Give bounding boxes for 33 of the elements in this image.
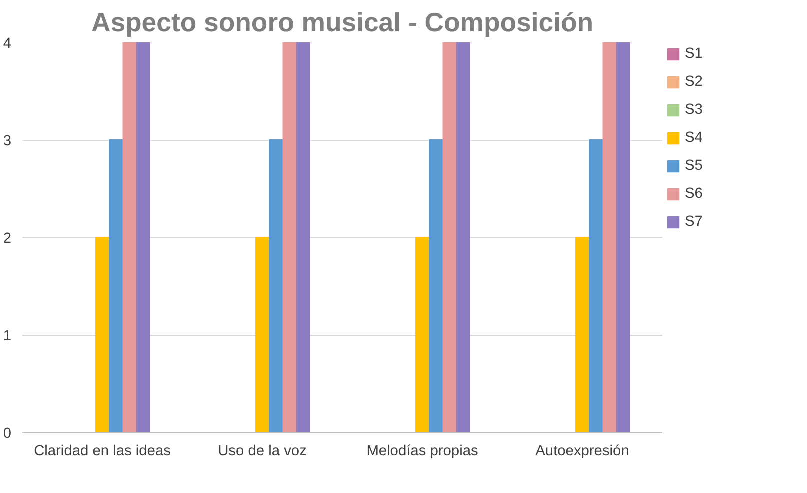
bar xyxy=(429,140,444,432)
bar xyxy=(122,42,137,432)
legend-label: S1 xyxy=(685,46,704,62)
bar xyxy=(456,42,470,432)
legend-label: S7 xyxy=(685,214,704,230)
bar xyxy=(269,140,284,432)
legend-label: S5 xyxy=(685,158,704,174)
legend-label: S6 xyxy=(685,186,704,202)
x-tick-label: Melodías propias xyxy=(366,444,478,460)
bar xyxy=(576,237,590,432)
bar xyxy=(589,140,604,432)
x-tick-label: Uso de la voz xyxy=(218,444,307,460)
bar xyxy=(416,237,430,432)
bar xyxy=(96,237,110,432)
legend-label: S4 xyxy=(685,130,704,146)
bar xyxy=(256,237,270,432)
bar xyxy=(442,42,457,432)
y-tick-label: 0 xyxy=(3,426,12,442)
y-tick-label: 2 xyxy=(3,231,12,247)
x-tick-label: Claridad en las ideas xyxy=(34,444,171,460)
y-tick-label: 4 xyxy=(3,36,12,52)
y-tick-label: 1 xyxy=(3,328,12,344)
legend-label: S2 xyxy=(685,74,704,90)
y-tick-label: 3 xyxy=(3,134,12,150)
x-tick-label: Autoexpresión xyxy=(536,444,630,460)
chart-title: Aspecto sonoro musical - Composición xyxy=(91,8,594,38)
bar xyxy=(136,42,150,432)
legend-label: S3 xyxy=(685,102,704,118)
bar xyxy=(616,42,630,432)
bar xyxy=(296,42,310,432)
bar xyxy=(109,140,124,432)
bar xyxy=(602,42,617,432)
bar xyxy=(282,42,297,432)
